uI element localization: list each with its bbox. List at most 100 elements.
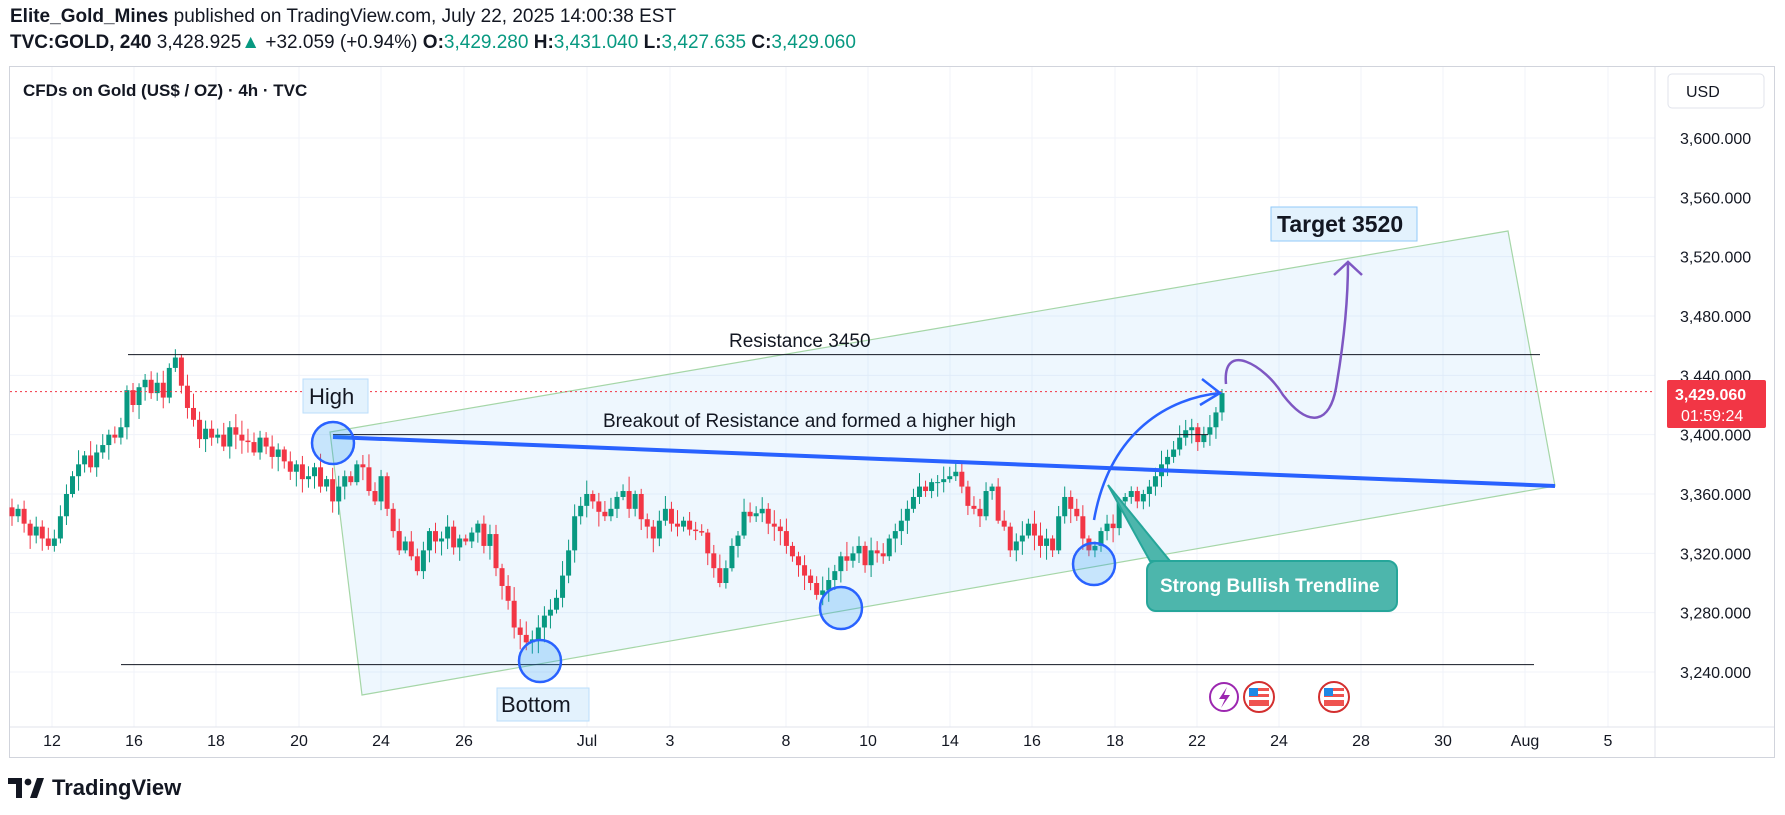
price-tick-label: 3,600.000 xyxy=(1680,131,1751,148)
footer-brand[interactable]: TradingView xyxy=(8,775,181,801)
candle-body xyxy=(221,434,227,447)
close-label: C: xyxy=(751,32,772,53)
candle-body xyxy=(723,568,729,583)
candle-body xyxy=(1183,430,1189,438)
candle-body xyxy=(886,538,892,557)
candle-body xyxy=(342,476,348,487)
candle-body xyxy=(299,464,305,480)
candle-body xyxy=(808,575,814,583)
candle-body xyxy=(269,446,275,457)
candle-body xyxy=(917,486,922,497)
candle-body xyxy=(33,526,39,536)
candle-body xyxy=(209,428,215,438)
candle-body xyxy=(227,427,233,447)
lightning-event-icon[interactable] xyxy=(1209,682,1239,712)
symbol: TVC:GOLD, 240 xyxy=(10,32,152,53)
candle-body xyxy=(505,585,511,601)
candle-body xyxy=(874,550,880,554)
candle-body xyxy=(590,494,596,502)
candle-body xyxy=(560,575,566,598)
candle-body xyxy=(535,627,541,640)
chart-frame[interactable] xyxy=(9,66,1775,758)
candle-body xyxy=(941,479,947,483)
time-tick-label: 24 xyxy=(1270,733,1288,750)
low-label: L: xyxy=(643,32,662,53)
candle-body xyxy=(348,476,354,483)
candle-body xyxy=(832,571,838,581)
time-tick-label: 28 xyxy=(1352,733,1370,750)
candle-body xyxy=(27,523,33,536)
us-flag-icon[interactable] xyxy=(1318,681,1350,713)
quote-line: TVC:GOLD, 240 3,428.925▲ +32.059 (+0.94%… xyxy=(10,32,856,54)
candle-body xyxy=(372,491,378,502)
candle-body xyxy=(1152,476,1158,487)
candle-body xyxy=(21,508,27,524)
candle-body xyxy=(148,379,154,394)
projection-arrowhead xyxy=(1333,260,1363,276)
candle-body xyxy=(765,508,771,524)
target-label-bg xyxy=(1270,206,1418,242)
resistance-label: Resistance 3450 xyxy=(729,331,871,352)
candle-body xyxy=(820,590,826,595)
time-tick-label: 5 xyxy=(1604,733,1613,750)
candle-body xyxy=(717,568,723,583)
candle-body xyxy=(898,520,904,532)
candle-body xyxy=(305,476,311,480)
candle-body xyxy=(741,511,747,536)
price-tick-label: 3,520.000 xyxy=(1680,250,1751,267)
candle-body xyxy=(330,479,336,502)
candle-body xyxy=(9,507,15,517)
up-arrow-icon: ▲ xyxy=(241,32,261,53)
candle-body xyxy=(1134,491,1140,502)
candle-body xyxy=(463,538,469,542)
candle-body xyxy=(1177,437,1183,450)
candle-body xyxy=(366,467,372,492)
candle-body xyxy=(408,541,414,557)
candle-body xyxy=(70,476,75,494)
candle-body xyxy=(1140,494,1146,502)
candle-body xyxy=(166,367,172,398)
candle-body xyxy=(1146,486,1152,494)
candle-body xyxy=(493,534,499,569)
candle-body xyxy=(76,464,82,477)
time-tick-label: 30 xyxy=(1434,733,1452,750)
candle-body xyxy=(523,634,529,643)
candle-body xyxy=(777,526,783,532)
candle-body xyxy=(1092,545,1098,551)
currency-button-bg[interactable] xyxy=(1667,73,1765,109)
candle-body xyxy=(541,615,547,628)
time-tick-label: 12 xyxy=(43,733,61,750)
us-flag-icon[interactable] xyxy=(1243,681,1275,713)
candle-body xyxy=(735,535,741,546)
high-label: High xyxy=(309,384,354,409)
price-tick-label: 3,400.000 xyxy=(1680,428,1751,445)
candle-body xyxy=(82,455,88,465)
candle-body xyxy=(929,482,935,492)
currency-button[interactable]: USD xyxy=(1686,84,1720,101)
time-tick-label: 16 xyxy=(125,733,143,750)
pivot-circle xyxy=(310,420,356,466)
candle-body xyxy=(191,407,196,420)
candle-body xyxy=(1025,523,1031,536)
candle-body xyxy=(1068,496,1074,509)
candle-body xyxy=(705,532,711,554)
candle-body xyxy=(287,461,293,472)
candle-body xyxy=(336,486,342,502)
publisher-name[interactable]: Elite_Gold_Mines xyxy=(10,6,169,27)
candle-body xyxy=(1044,538,1050,546)
pivot-circle xyxy=(517,638,563,684)
candle-body xyxy=(935,482,941,484)
candle-body xyxy=(312,467,317,477)
candle-body xyxy=(783,531,789,546)
bottom-label-bg xyxy=(496,687,590,722)
candle-body xyxy=(1189,427,1195,431)
candle-body xyxy=(977,508,983,517)
close-value: 3,429.060 xyxy=(771,32,856,53)
candle-body xyxy=(904,508,910,521)
candle-body xyxy=(178,357,184,386)
candle-body xyxy=(596,501,602,512)
candle-body xyxy=(699,531,705,533)
grid xyxy=(10,67,1655,727)
candle-body xyxy=(281,449,287,462)
